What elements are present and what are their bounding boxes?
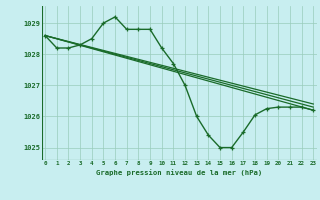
- X-axis label: Graphe pression niveau de la mer (hPa): Graphe pression niveau de la mer (hPa): [96, 169, 262, 176]
